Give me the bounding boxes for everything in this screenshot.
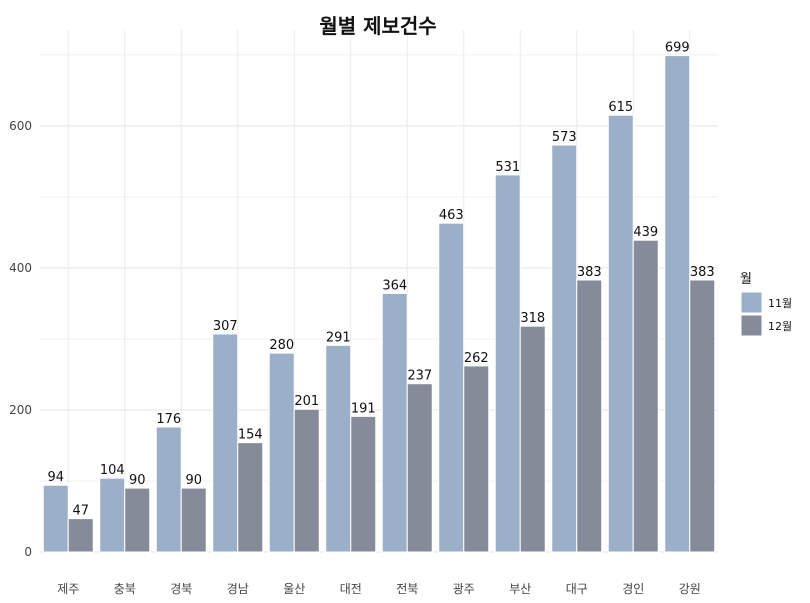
- data-label: 439: [633, 225, 658, 240]
- bar-nov-3: [212, 333, 239, 553]
- y-tick-label: 400: [9, 261, 32, 275]
- bar-dec-5: [350, 415, 377, 553]
- bar-dec-8: [519, 325, 546, 553]
- data-label: 262: [464, 351, 489, 366]
- data-label: 94: [47, 470, 64, 485]
- x-tick-label: 경북: [170, 582, 192, 596]
- y-tick-label: 200: [9, 403, 32, 417]
- data-label: 573: [552, 130, 577, 145]
- x-tick-label: 제주: [57, 582, 79, 596]
- x-tick-label: 강원: [679, 582, 701, 596]
- bar-nov-1: [99, 477, 126, 553]
- data-label: 104: [100, 463, 125, 478]
- data-label: 154: [238, 428, 263, 443]
- data-label: 383: [690, 265, 715, 280]
- bar-dec-9: [576, 279, 603, 553]
- data-label: 90: [129, 473, 146, 488]
- bar-dec-4: [293, 408, 320, 553]
- data-label: 383: [577, 265, 602, 280]
- y-tick-label: 0: [24, 545, 32, 559]
- legend-swatch: [740, 291, 763, 314]
- data-label: 318: [520, 311, 545, 326]
- data-label: 201: [294, 394, 319, 409]
- bar-nov-4: [268, 352, 295, 553]
- x-tick-label: 대구: [566, 582, 588, 596]
- legend-label: 11월: [768, 297, 792, 310]
- data-label: 90: [185, 473, 202, 488]
- bar-nov-6: [381, 292, 408, 553]
- data-label: 463: [439, 208, 464, 223]
- bar-nov-2: [155, 426, 182, 553]
- legend-label: 12월: [768, 320, 792, 333]
- data-label: 364: [382, 278, 407, 293]
- x-axis-ticks: 제주 충북 경북 경남 울산 대전 전북 광주 부산 대구 경인 강원: [57, 582, 701, 596]
- data-label: 280: [269, 338, 294, 353]
- data-label: 615: [608, 100, 633, 115]
- bar-nov-7: [438, 222, 465, 553]
- data-label: 307: [213, 319, 238, 334]
- bar-nov-9: [551, 144, 578, 553]
- data-label: 237: [407, 369, 432, 384]
- bar-dec-10: [632, 239, 659, 553]
- bar-dec-7: [463, 365, 490, 553]
- data-label: 699: [665, 41, 690, 56]
- chart-title: 월별 제보건수: [319, 14, 436, 38]
- legend-title: 월: [740, 272, 752, 287]
- x-tick-label: 경인: [622, 582, 644, 596]
- bar-dec-6: [406, 383, 433, 553]
- x-tick-label: 광주: [453, 582, 475, 596]
- x-tick-label: 경남: [227, 582, 249, 596]
- data-label: 176: [156, 412, 181, 427]
- bar-nov-11: [664, 55, 691, 553]
- bars: [42, 55, 716, 553]
- bar-dec-2: [180, 487, 207, 553]
- legend-swatch: [740, 314, 763, 337]
- bar-nov-0: [42, 484, 69, 553]
- x-tick-label: 충북: [114, 582, 136, 596]
- data-label: 191: [351, 401, 376, 416]
- legend: 월 11월 12월: [740, 272, 792, 337]
- data-label: 291: [326, 330, 351, 345]
- data-labels: 94 47 104 90 176 90 307 154 280 201 291 191 364 237 46…: [47, 41, 714, 519]
- x-tick-label: 부산: [509, 582, 531, 596]
- data-label: 47: [72, 504, 89, 519]
- data-label: 531: [495, 160, 520, 175]
- y-axis-ticks: 0 200 400 600: [9, 119, 32, 559]
- bar-nov-10: [607, 114, 634, 553]
- bar-dec-0: [67, 518, 94, 553]
- bar-dec-11: [689, 279, 716, 553]
- x-tick-label: 전북: [396, 582, 418, 596]
- bar-dec-3: [237, 442, 264, 553]
- x-tick-label: 대전: [340, 582, 362, 596]
- bar-nov-8: [494, 174, 521, 553]
- bar-dec-1: [124, 487, 151, 553]
- bar-nov-5: [325, 344, 352, 553]
- y-tick-label: 600: [9, 119, 32, 133]
- x-tick-label: 울산: [283, 582, 305, 596]
